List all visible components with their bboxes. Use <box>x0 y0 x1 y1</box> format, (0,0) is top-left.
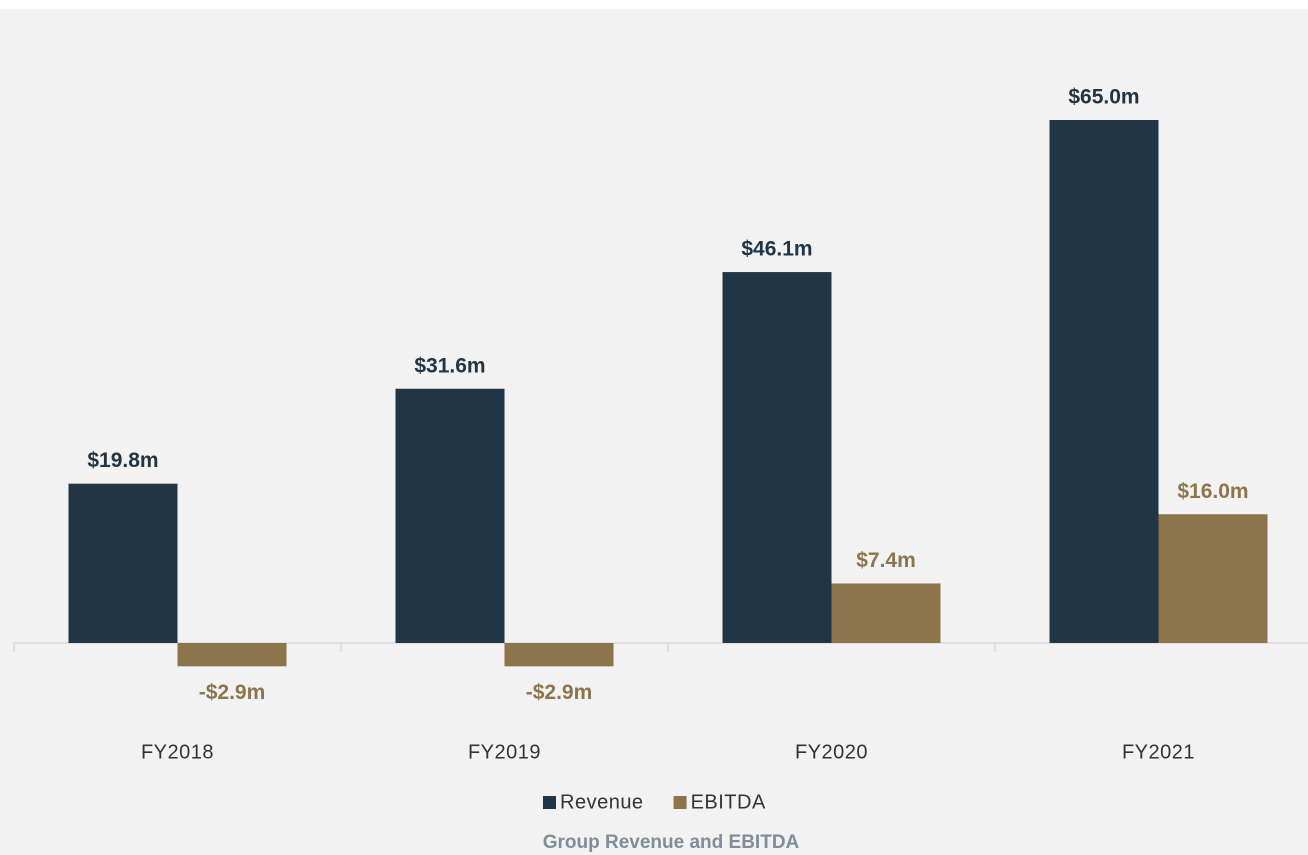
data-label: $7.4m <box>856 549 916 572</box>
bar <box>395 388 505 643</box>
x-tick-label: FY2021 <box>1122 741 1195 763</box>
data-label: $31.6m <box>414 354 485 377</box>
data-label: $65.0m <box>1068 86 1139 109</box>
x-tick-label: FY2020 <box>795 741 868 763</box>
bar <box>177 643 287 667</box>
data-label: $46.1m <box>741 238 812 261</box>
bar <box>831 583 941 643</box>
legend-label: Revenue <box>560 791 644 813</box>
bar <box>722 272 832 643</box>
bar <box>1158 514 1268 643</box>
x-tick-label: FY2018 <box>141 741 214 763</box>
legend-swatch <box>673 796 687 809</box>
x-tick-label: FY2019 <box>468 741 541 763</box>
bar <box>1049 120 1159 643</box>
data-label: -$2.9m <box>526 681 593 704</box>
data-label: $19.8m <box>87 449 158 472</box>
chart-title: Group Revenue and EBITDA <box>543 832 800 853</box>
bar <box>504 643 614 667</box>
legend-swatch <box>543 796 556 809</box>
data-label: $16.0m <box>1177 480 1248 503</box>
legend-label: EBITDA <box>691 791 766 813</box>
data-label: -$2.9m <box>199 681 266 704</box>
bar <box>68 483 178 643</box>
